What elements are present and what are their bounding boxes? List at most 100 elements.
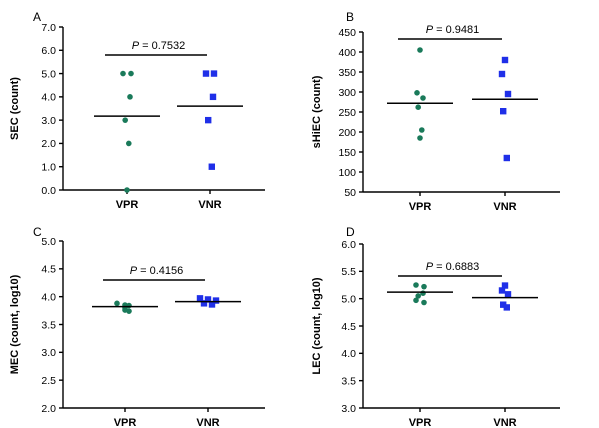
y-tick-label: 4.5 — [41, 264, 56, 276]
data-point-vpr — [415, 104, 422, 110]
y-tick-label: 4.5 — [341, 321, 356, 333]
x-tick-label-vnr: VNR — [198, 199, 221, 211]
data-point-vpr — [413, 282, 419, 288]
y-tick-label: 2.0 — [41, 403, 56, 415]
data-point-vnr — [503, 154, 510, 162]
x-tick-label-vnr: VNR — [493, 201, 516, 213]
y-tick-label: 3.5 — [341, 375, 356, 387]
p-symbol: P — [130, 265, 138, 277]
data-point-vnr — [208, 163, 215, 170]
y-tick-label: 250 — [338, 107, 356, 119]
p-symbol: P — [426, 24, 434, 36]
y-tick-label: 3.5 — [41, 319, 56, 331]
y-tick-label: 400 — [338, 47, 356, 59]
data-point-vpr — [413, 297, 419, 304]
data-point-vpr — [420, 290, 426, 297]
p-value-label: P = 0.7532 — [132, 40, 186, 52]
p-symbol: P — [132, 40, 140, 52]
data-point-vnr — [205, 116, 212, 124]
y-tick-label: 0.0 — [41, 185, 56, 197]
panel-letter: B — [346, 10, 354, 24]
p-value-label: P = 0.9481 — [426, 24, 480, 36]
data-point-vnr — [196, 295, 204, 302]
y-tick-label: 450 — [338, 27, 356, 39]
x-tick-label-vnr: VNR — [196, 417, 219, 428]
p-value-label: P = 0.4156 — [130, 265, 184, 277]
y-tick-label: 7.0 — [41, 22, 56, 34]
y-tick-label: 6.0 — [41, 45, 56, 57]
x-tick-label-vpr: VPR — [409, 417, 432, 428]
data-point-vpr — [122, 117, 128, 123]
data-point-vnr — [202, 70, 210, 77]
data-point-vnr — [500, 301, 507, 308]
y-tick-label: 350 — [338, 67, 356, 79]
p-value-label: P = 0.6883 — [426, 261, 480, 273]
p-value: = 0.4156 — [137, 265, 183, 277]
data-point-vnr — [501, 282, 509, 289]
data-point-vpr — [421, 283, 427, 290]
y-tick-label: 5.0 — [41, 236, 56, 248]
y-tick-label: 200 — [338, 127, 356, 139]
data-point-vnr — [498, 70, 506, 78]
panel-c: C 2.0 2.5 3.0 3.5 4.0 4.5 5.0 VPR VNR MEC (count, … — [9, 225, 265, 428]
y-tick-label: 4.0 — [41, 92, 56, 104]
p-value: = 0.6883 — [433, 261, 479, 273]
x-tick-label-vpr: VPR — [116, 199, 139, 211]
data-point-vnr — [501, 56, 509, 64]
y-tick-label: 300 — [338, 87, 356, 99]
data-point-vpr — [128, 70, 134, 77]
data-point-vpr — [127, 94, 133, 100]
data-point-vpr — [415, 293, 422, 299]
y-tick-label: 5.0 — [41, 68, 56, 80]
panel-letter: C — [33, 225, 42, 239]
y-tick-label: 4.0 — [41, 291, 56, 303]
data-point-vnr — [209, 93, 217, 101]
p-value: = 0.7532 — [139, 40, 185, 52]
data-point-vpr — [417, 47, 423, 53]
data-point-vnr — [504, 90, 512, 98]
panel-a: A 0.0 1.0 2.0 3.0 4.0 5.0 6.0 7.0 VPR VNR SEC (coun… — [9, 10, 265, 211]
y-axis-title: SEC (count) — [9, 77, 21, 140]
panel-letter: D — [346, 225, 355, 239]
y-tick-label: 3.0 — [41, 347, 56, 359]
data-point-vpr — [120, 70, 126, 77]
data-point-vpr — [126, 140, 132, 147]
y-tick-label: 4.0 — [341, 348, 356, 360]
data-point-vnr — [498, 287, 506, 294]
data-point-vpr — [126, 308, 132, 314]
x-tick-label-vpr: VPR — [114, 417, 137, 428]
data-point-vpr — [421, 299, 427, 306]
x-tick-label-vnr: VNR — [493, 417, 516, 428]
y-tick-label: 50 — [344, 187, 356, 199]
data-point-vnr — [208, 301, 216, 308]
data-point-vpr — [420, 95, 426, 101]
data-point-vpr — [419, 127, 425, 133]
y-tick-label: 5.5 — [341, 266, 356, 278]
y-tick-label: 2.0 — [41, 138, 56, 150]
panel-letter: A — [33, 10, 41, 24]
y-tick-label: 5.0 — [341, 293, 356, 305]
y-tick-label: 3.0 — [341, 403, 356, 415]
data-point-vpr — [114, 300, 120, 307]
y-tick-label: 2.5 — [41, 375, 56, 387]
data-point-vpr — [414, 90, 420, 96]
data-point-vpr — [417, 135, 423, 141]
y-tick-label: 3.0 — [41, 115, 56, 127]
y-tick-label: 100 — [338, 167, 356, 179]
y-axis-title: LEC (count, log10) — [311, 277, 323, 375]
p-value: = 0.9481 — [433, 24, 479, 36]
y-tick-label: 150 — [338, 147, 356, 159]
y-tick-label: 1.0 — [41, 162, 56, 174]
data-point-vnr — [503, 304, 510, 311]
x-tick-label-vpr: VPR — [409, 201, 432, 213]
data-point-vnr — [212, 297, 220, 304]
data-point-vnr — [500, 108, 507, 115]
y-axis-title: MEC (count, log10) — [9, 274, 21, 374]
data-point-vnr — [200, 300, 208, 307]
y-tick-label: 6.0 — [341, 239, 356, 251]
panel-b: B 50 100 150 200 250 300 350 400 450 VPR VNR sHiEC (… — [311, 10, 560, 213]
data-point-vnr — [204, 296, 212, 303]
y-axis-title: sHiEC (count) — [311, 75, 323, 148]
data-point-vpr — [124, 187, 130, 193]
